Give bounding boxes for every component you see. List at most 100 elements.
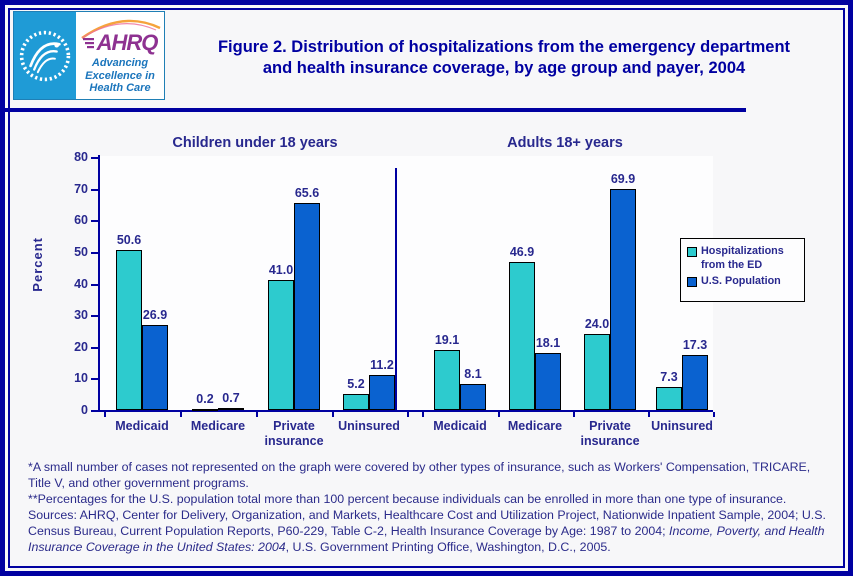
ed-series-swatch bbox=[687, 247, 697, 257]
bar-population bbox=[218, 407, 244, 410]
y-tick-label: 70 bbox=[74, 181, 88, 196]
bar-value-label: 65.6 bbox=[294, 185, 320, 200]
bar-value-label: 7.3 bbox=[660, 369, 678, 384]
y-tick-label: 10 bbox=[74, 371, 88, 386]
legend-label-population: U.S. Population bbox=[701, 275, 781, 287]
category-label: Uninsured bbox=[338, 419, 400, 433]
sources-suffix: , U.S. Government Printing Office, Washi… bbox=[285, 540, 611, 554]
panel-divider bbox=[395, 168, 397, 410]
bar-ed bbox=[192, 409, 218, 412]
bar-ed bbox=[584, 334, 610, 410]
y-axis-label: Percent bbox=[30, 237, 45, 292]
bar-population bbox=[610, 188, 636, 410]
category-label: Medicaid bbox=[115, 419, 169, 433]
header-divider bbox=[5, 108, 746, 112]
category-label: Private insurance bbox=[264, 419, 324, 448]
y-tick bbox=[91, 410, 98, 412]
category-label: Private insurance bbox=[580, 419, 640, 448]
legend-label-ed: Hospitalizations from the ED bbox=[701, 245, 784, 271]
bar-population bbox=[682, 355, 708, 410]
figure-title-line1: Figure 2. Distribution of hospitalizatio… bbox=[217, 38, 791, 56]
y-tick bbox=[91, 220, 98, 223]
legend-entry-ed: Hospitalizations from the ED bbox=[687, 245, 800, 272]
ahrq-acronym: AHRQ bbox=[96, 30, 159, 55]
bar-value-label: 50.6 bbox=[116, 232, 142, 247]
y-axis bbox=[98, 155, 100, 412]
bar-value-label: 24.0 bbox=[584, 317, 610, 332]
x-axis bbox=[98, 410, 713, 412]
chart-legend: Hospitalizations from the ED U.S. Popula… bbox=[680, 238, 805, 302]
category-label: Medicare bbox=[190, 419, 246, 433]
category-label: Uninsured bbox=[651, 419, 713, 433]
y-tick bbox=[91, 378, 98, 381]
y-tick bbox=[91, 346, 98, 349]
bar-value-label: 18.1 bbox=[535, 335, 561, 350]
ahrq-arc-icon bbox=[81, 19, 161, 39]
x-tick bbox=[332, 412, 334, 417]
ahrq-logo: AHRQ Advancing Excellence in Health Care bbox=[13, 11, 165, 100]
x-tick bbox=[648, 412, 650, 417]
x-tick bbox=[104, 412, 106, 417]
figure-title-line2: and health insurance coverage, by age gr… bbox=[262, 59, 746, 77]
bar-value-label: 41.0 bbox=[268, 263, 294, 278]
y-tick bbox=[91, 157, 98, 159]
population-series-swatch bbox=[687, 277, 697, 287]
category-label: Medicare bbox=[507, 419, 563, 433]
y-tick bbox=[91, 283, 98, 286]
footnote-double-asterisk: **Percentages for the U.S. population to… bbox=[28, 492, 787, 506]
x-tick bbox=[407, 412, 409, 417]
x-tick bbox=[422, 412, 424, 417]
bar-value-label: 11.2 bbox=[370, 357, 394, 372]
bar-population bbox=[142, 324, 168, 410]
bar-ed bbox=[343, 393, 369, 410]
sources-prefix: Sources: AHRQ, Center for Delivery, Orga… bbox=[28, 508, 826, 538]
hhs-logo bbox=[14, 12, 76, 99]
bar-ed bbox=[116, 249, 142, 410]
figure-title: Figure 2. Distribution of hospitalizatio… bbox=[168, 37, 840, 79]
bar-value-label: 26.9 bbox=[142, 307, 168, 322]
x-tick bbox=[180, 412, 182, 417]
category-label: Medicaid bbox=[433, 419, 487, 433]
panel-title: Adults 18+ years bbox=[507, 135, 623, 151]
legend-entry-population: U.S. Population bbox=[687, 275, 800, 289]
bar-population bbox=[460, 384, 486, 410]
sources-text: Sources: AHRQ, Center for Delivery, Orga… bbox=[28, 507, 834, 555]
y-tick bbox=[91, 188, 98, 191]
ahrq-tagline: Advancing Excellence in Health Care bbox=[85, 57, 155, 94]
y-tick-label: 0 bbox=[81, 403, 88, 417]
bar-ed bbox=[656, 386, 682, 410]
x-tick bbox=[573, 412, 575, 417]
bar-value-label: 19.1 bbox=[434, 332, 460, 347]
y-tick-label: 30 bbox=[74, 308, 88, 323]
bar-value-label: 46.9 bbox=[509, 244, 535, 259]
bar-value-label: 69.9 bbox=[610, 171, 636, 186]
bar-population bbox=[294, 202, 320, 410]
y-tick bbox=[91, 315, 98, 318]
x-tick bbox=[713, 412, 715, 417]
footnotes: *A small number of cases not represented… bbox=[28, 459, 834, 555]
y-tick-label: 50 bbox=[74, 244, 88, 259]
bar-ed bbox=[434, 349, 460, 410]
bar-value-label: 5.2 bbox=[347, 376, 365, 391]
bar-value-label: 8.1 bbox=[464, 367, 482, 382]
panel-title: Children under 18 years bbox=[172, 135, 338, 151]
x-tick bbox=[498, 412, 500, 417]
y-tick-label: 80 bbox=[74, 150, 88, 164]
bar-value-label: 0.2 bbox=[196, 392, 214, 407]
bar-population bbox=[535, 352, 561, 410]
bar-ed bbox=[268, 280, 294, 410]
ahrq-speedlines-icon bbox=[82, 38, 94, 49]
y-tick-label: 20 bbox=[74, 339, 88, 354]
bar-value-label: 17.3 bbox=[682, 338, 708, 353]
hhs-eagle-icon bbox=[19, 30, 71, 81]
bar-ed bbox=[509, 261, 535, 410]
x-tick bbox=[256, 412, 258, 417]
footnote-asterisk: *A small number of cases not represented… bbox=[28, 460, 811, 490]
y-tick-label: 60 bbox=[74, 213, 88, 228]
y-tick bbox=[91, 251, 98, 254]
bar-population bbox=[369, 374, 395, 410]
bar-value-label: 0.7 bbox=[222, 390, 240, 405]
sources-italic: Income, Poverty, and Health Insurance Co… bbox=[28, 524, 825, 554]
